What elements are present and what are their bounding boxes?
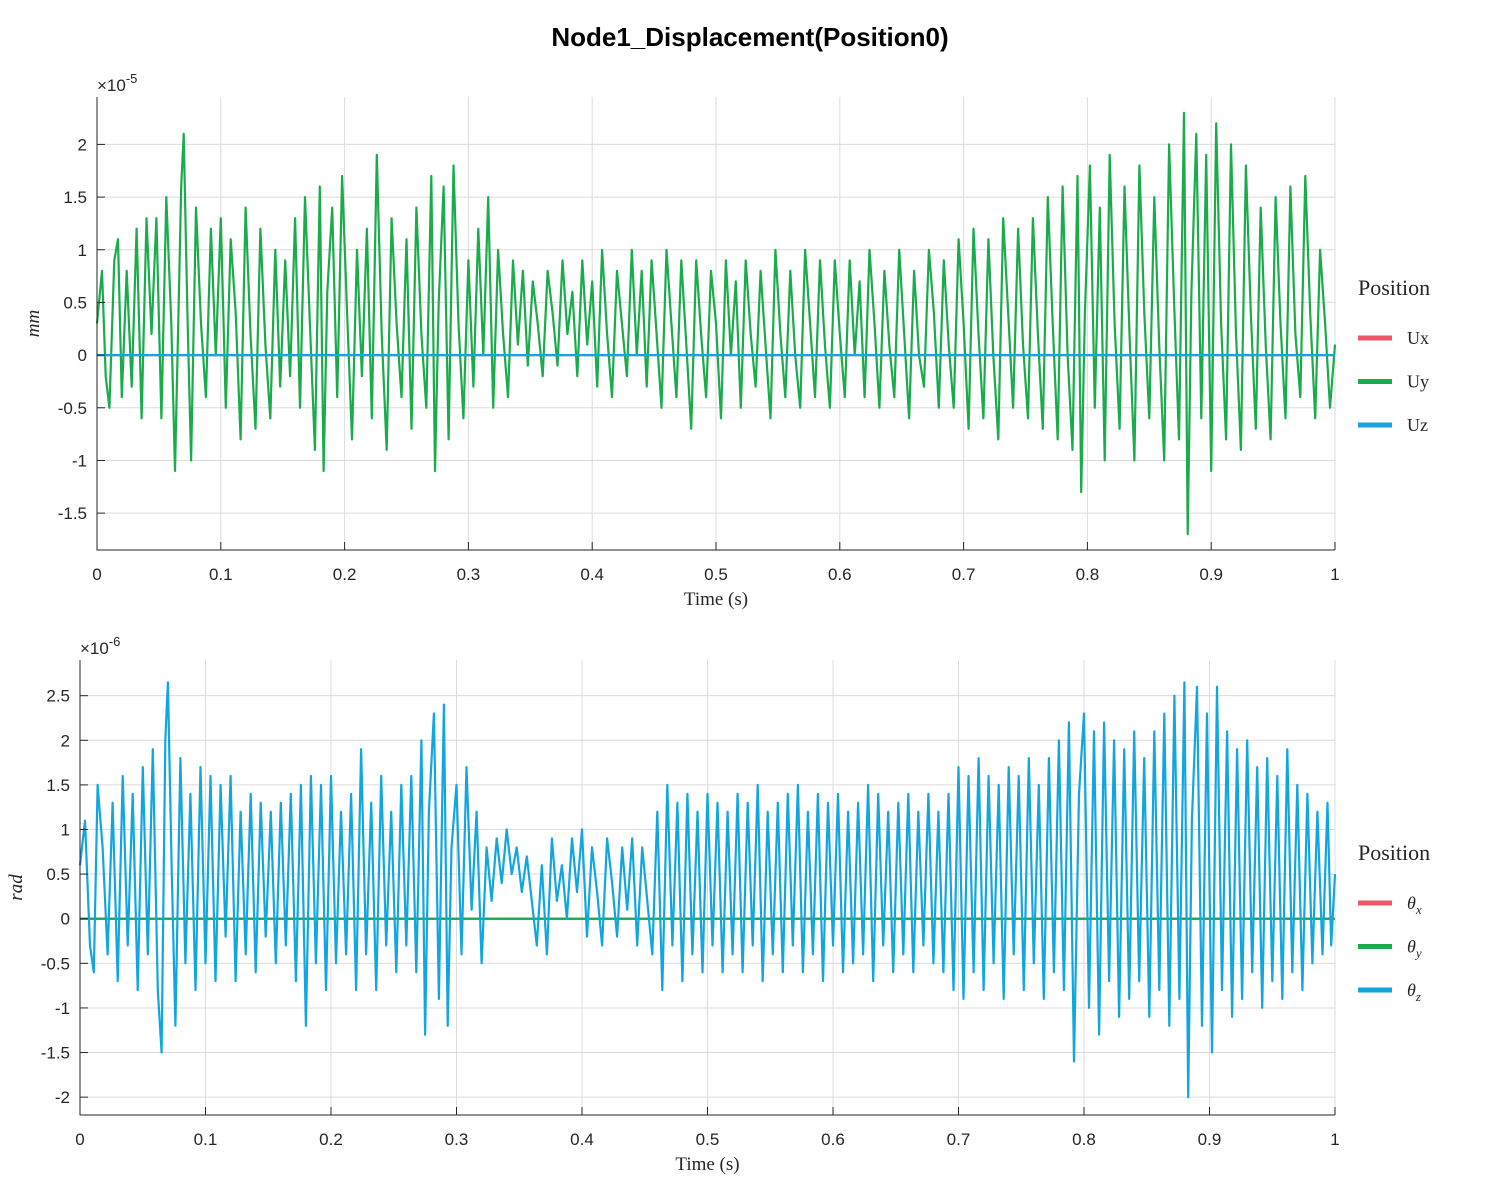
series-line-θz — [78, 681, 1337, 1099]
x-tick-label: 0.3 — [445, 1130, 469, 1149]
y-tick-label: 2.5 — [46, 687, 70, 706]
x-tick-label: 0.1 — [194, 1130, 218, 1149]
y-tick-label: 1.5 — [46, 776, 70, 795]
axis-exponent: ×10-5 — [97, 71, 137, 95]
y-tick-label: 2 — [61, 731, 70, 750]
y-tick-label: 2 — [78, 135, 87, 154]
legend-label-θz: θz — [1407, 980, 1421, 1004]
y-axis-label: rad — [6, 874, 27, 901]
x-tick-label: 0.1 — [209, 565, 233, 584]
x-tick-label: 0.2 — [319, 1130, 343, 1149]
x-tick-label: 0.8 — [1076, 565, 1100, 584]
x-axis-label: Time (s) — [675, 1154, 739, 1175]
x-tick-label: 0.5 — [704, 565, 728, 584]
y-tick-label: 0 — [61, 910, 70, 929]
y-tick-label: -0.5 — [58, 399, 87, 418]
y-tick-label: -2 — [55, 1088, 70, 1107]
x-tick-label: 0.4 — [570, 1130, 594, 1149]
y-tick-label: 1 — [61, 821, 70, 840]
axis-exponent: ×10-6 — [80, 634, 120, 658]
x-tick-label: 0.4 — [580, 565, 604, 584]
x-tick-label: 0 — [75, 1130, 84, 1149]
y-tick-label: -1 — [72, 451, 87, 470]
x-tick-label: 0.9 — [1199, 565, 1223, 584]
x-tick-label: 0.6 — [828, 565, 852, 584]
y-tick-label: 0.5 — [63, 293, 87, 312]
y-tick-label: -1.5 — [41, 1044, 70, 1063]
legend-label-Uy: Uy — [1407, 372, 1429, 392]
y-tick-label: -1 — [55, 999, 70, 1018]
legend: Position Ux Uy Uz — [1358, 275, 1430, 435]
x-tick-label: 0.9 — [1198, 1130, 1222, 1149]
legend-label-θy: θy — [1407, 937, 1422, 961]
y-axis-label: mm — [23, 310, 44, 337]
y-tick-label: 1.5 — [63, 188, 87, 207]
x-tick-label: 0.3 — [457, 565, 481, 584]
series-line-Uy — [95, 111, 1337, 536]
y-tick-label: -0.5 — [41, 954, 70, 973]
legend-label-Ux: Ux — [1407, 328, 1429, 348]
legend: Position θx θy θz — [1358, 840, 1430, 1004]
x-tick-label: 0.7 — [947, 1130, 971, 1149]
legend-title: Position — [1358, 840, 1430, 865]
figure-title: Node1_Displacement(Position0) — [551, 22, 948, 52]
y-tick-label: 0.5 — [46, 865, 70, 884]
legend-label-θx: θx — [1407, 893, 1422, 917]
x-tick-label: 1 — [1330, 565, 1339, 584]
bottom-chart-rotation: 0 0.1 0.2 0.3 0.4 0.5 0.6 0.7 0.8 0.9 1 -2 -1.5 -1 -0.… — [6, 634, 1430, 1175]
x-tick-label: 0.2 — [333, 565, 357, 584]
x-tick-label: 0 — [92, 565, 101, 584]
legend-label-Uz: Uz — [1407, 415, 1428, 435]
y-tick-label: 0 — [78, 346, 87, 365]
x-tick-label: 0.7 — [952, 565, 976, 584]
y-tick-label: 1 — [78, 241, 87, 260]
x-tick-label: 0.8 — [1072, 1130, 1096, 1149]
x-tick-label: 1 — [1330, 1130, 1339, 1149]
x-tick-label: 0.5 — [696, 1130, 720, 1149]
top-chart-displacement: 0 0.1 0.2 0.3 0.4 0.5 0.6 0.7 0.8 0.9 1 -1.5 -1 -0.5 0… — [23, 71, 1430, 610]
y-tick-label: -1.5 — [58, 504, 87, 523]
x-tick-label: 0.6 — [821, 1130, 845, 1149]
x-axis-label: Time (s) — [684, 589, 748, 610]
legend-title: Position — [1358, 275, 1430, 300]
